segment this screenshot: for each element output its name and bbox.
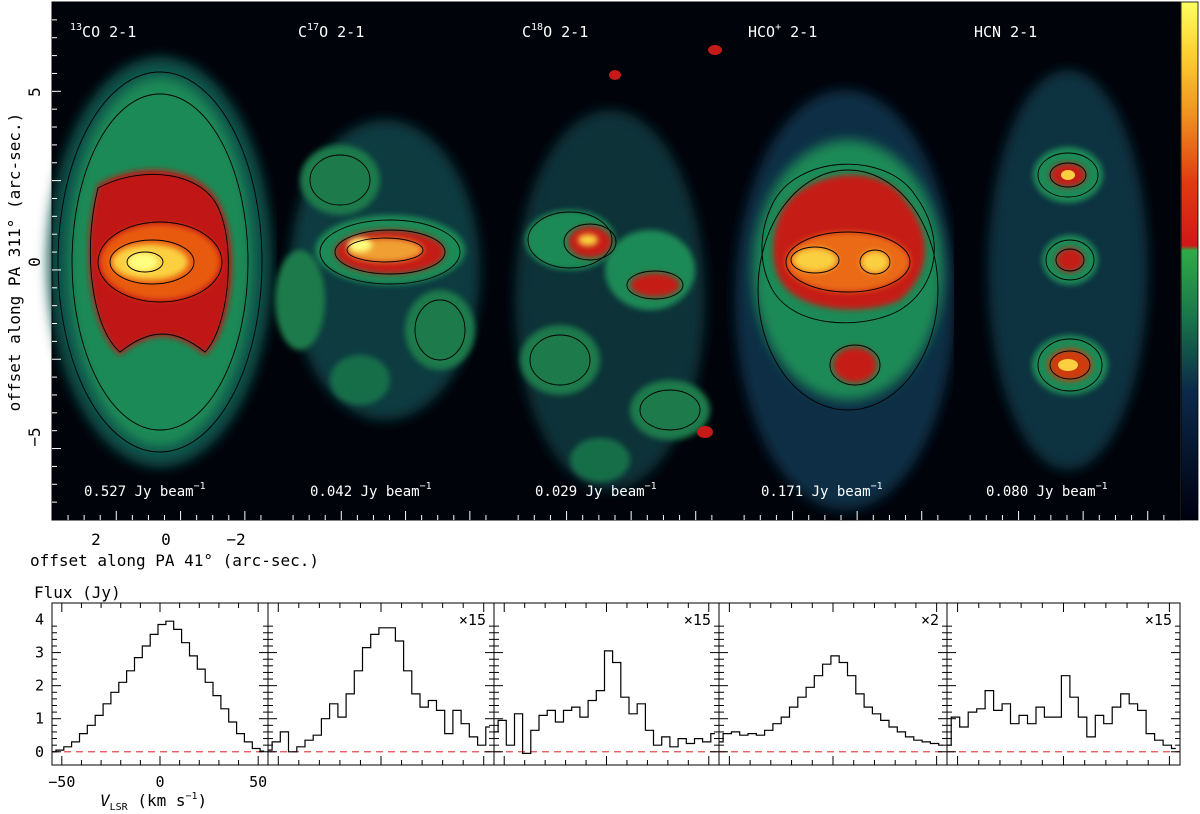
peak-13co: 0.527 Jy beam−1 (84, 481, 206, 500)
spectrum-ytick-label: 0 (35, 743, 44, 761)
spectrum-ytick-label: 3 (35, 644, 44, 662)
scale-factor-label: ×15 (1145, 611, 1172, 629)
spectrum-frame (51, 602, 269, 766)
peak-hcoplus: 0.171 Jy beam−1 (761, 481, 883, 500)
spectrum-line (52, 620, 265, 753)
panel-titles: 13CO 2-1 C17O 2-1 C18O 2-1 HCO+ 2-1 HCN … (70, 22, 1037, 41)
title-c18o: C18O 2-1 (522, 22, 588, 41)
spectrum-xtick-label: −50 (48, 773, 75, 791)
spectrum-ytick-label: 1 (35, 710, 44, 728)
spectrum-frame (718, 602, 948, 766)
spectrum-line (719, 655, 943, 746)
scale-factor-label: ×15 (459, 611, 486, 629)
spectrum-panel-5: ×15 (946, 602, 1181, 766)
scale-factor-label: ×15 (684, 611, 711, 629)
xtick-0: 0 (161, 530, 171, 549)
spectrum-ytick-label: 2 (35, 677, 44, 695)
map-ylabel: offset along PA 311° (arc-sec.) (5, 113, 24, 412)
peak-labels: 0.527 Jy beam−1 0.042 Jy beam−1 0.029 Jy… (84, 481, 1108, 500)
spectrum-panel-1 (51, 602, 269, 766)
map-panel-c17o (275, 2, 502, 520)
spectrum-panel-4: ×2 (718, 602, 948, 766)
spectrum-line (494, 650, 715, 754)
spectra-ylabel: Flux (Jy) (34, 583, 121, 602)
ytick-minus5: −5 (25, 427, 44, 446)
maps-frame (51, 1, 1181, 521)
map-panel-c18o (502, 2, 728, 520)
map-xlabel: offset along PA 41° (arc-sec.) (30, 551, 319, 570)
peak-c17o: 0.042 Jy beam−1 (310, 481, 432, 500)
ytick-5: 5 (25, 87, 44, 97)
spectrum-line (268, 627, 490, 753)
map-ticks (52, 19, 1165, 520)
xtick-minus2: −2 (226, 530, 245, 549)
spectra-labels: Flux (Jy) VLSR (km s−1) (34, 583, 207, 813)
colorbar (1180, 1, 1199, 521)
peak-c18o: 0.029 Jy beam−1 (535, 481, 657, 500)
spectrum-ytick-label: 4 (35, 611, 44, 629)
spectrum-xtick-label: 0 (155, 773, 164, 791)
title-c17o: C17O 2-1 (298, 22, 364, 41)
scale-factor-label: ×2 (921, 611, 939, 629)
title-hcoplus: HCO+ 2-1 (748, 22, 817, 41)
map-panel-13co (48, 57, 272, 467)
spectrum-line (947, 675, 1176, 750)
spectrum-panel-3: ×15 (493, 602, 720, 766)
map-axes: 5 0 −5 offset along PA 311° (arc-sec.) 2… (5, 87, 319, 570)
title-hcn: HCN 2-1 (974, 23, 1037, 41)
ytick-0: 0 (25, 257, 44, 267)
map-panel-hcn (954, 2, 1180, 520)
xtick-2: 2 (91, 530, 101, 549)
title-13co: 13CO 2-1 (70, 22, 136, 41)
spectrum-panel-2: ×15 (267, 602, 495, 766)
channel-maps: 13CO 2-1 C17O 2-1 C18O 2-1 HCO+ 2-1 HCN … (48, 1, 1199, 521)
spectra-xlabel: VLSR (km s−1) (100, 791, 207, 813)
peak-hcn: 0.080 Jy beam−1 (986, 481, 1108, 500)
map-panel-hcoplus (728, 2, 955, 520)
spectrum-xtick-label: 50 (249, 773, 267, 791)
